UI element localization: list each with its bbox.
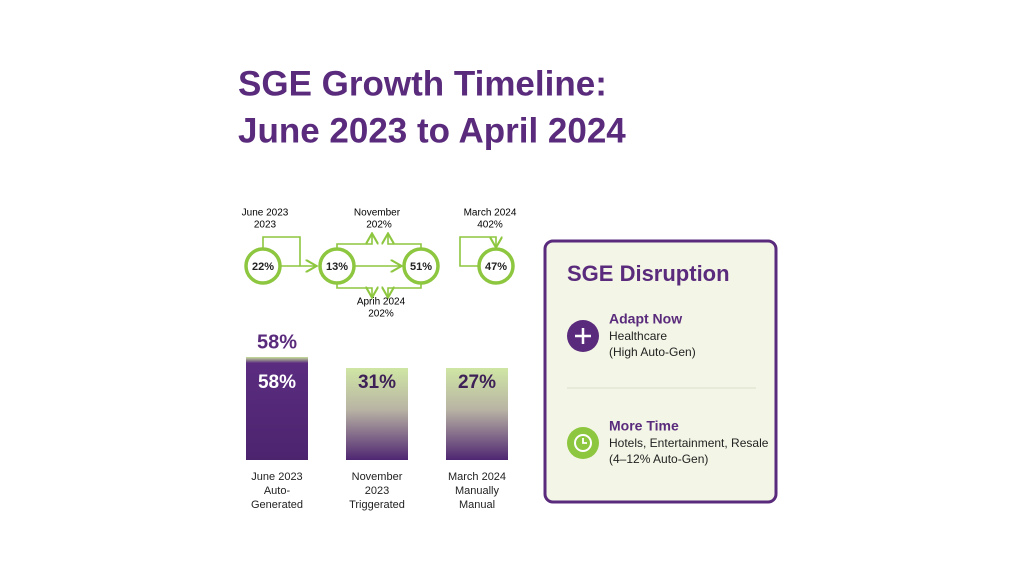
timeline-node-label: 47% — [485, 261, 507, 273]
timeline-node — [477, 247, 515, 285]
timeline-node — [318, 247, 356, 285]
title-line: SGE Growth Timeline: — [238, 64, 607, 103]
bar — [446, 368, 508, 460]
timeline-label: June 2023 — [242, 208, 289, 219]
timeline-label: 202% — [368, 309, 394, 320]
bar — [346, 368, 408, 460]
timeline-label: March 2024 — [464, 208, 517, 219]
timeline-node-label: 22% — [252, 261, 274, 273]
bar-label: 27% — [458, 372, 496, 393]
card — [543, 239, 778, 504]
timeline-node — [244, 247, 282, 285]
timeline-node-label: 51% — [410, 261, 432, 273]
bar-caption: 2023 — [365, 485, 389, 497]
item-line: (High Auto-Gen) — [609, 345, 696, 359]
item-heading: More Time — [609, 418, 679, 434]
bar-label: 58% — [258, 372, 296, 393]
bar-caption: November — [352, 471, 403, 483]
plus-icon-glyph — [575, 328, 591, 344]
title-line: June 2023 to April 2024 — [238, 111, 626, 150]
timeline-label: Aprih 2024 — [357, 297, 406, 308]
bar-caption: Auto- — [264, 485, 291, 497]
bar-label: 31% — [358, 372, 396, 393]
bar — [246, 357, 308, 460]
timeline-label: November — [354, 208, 401, 219]
clock-icon-hands — [582, 438, 587, 444]
item-heading: Adapt Now — [609, 311, 682, 327]
timeline-connectors — [262, 235, 496, 296]
item-line: Healthcare — [609, 329, 667, 343]
timeline-label: 2023 — [254, 220, 277, 231]
timeline-node-label: 13% — [326, 261, 348, 273]
bar-caption: March 2024 — [448, 471, 506, 483]
timeline-label: 402% — [477, 220, 503, 231]
bar-caption: Manual — [459, 499, 495, 511]
clock-icon-face — [574, 434, 592, 452]
bar-caption: June 2023 — [251, 471, 302, 483]
item-line: Hotels, Entertainment, Resale — [609, 436, 769, 450]
bar-caption: Triggerated — [349, 499, 405, 511]
item-line: (4–12% Auto-Gen) — [609, 452, 708, 466]
bar-top-label: 58% — [257, 331, 297, 353]
timeline-node — [402, 247, 440, 285]
bar-caption: Generated — [251, 499, 303, 511]
card-title: SGE Disruption — [567, 261, 730, 286]
timeline-label: 202% — [366, 220, 392, 231]
bar-caption: Manually — [455, 485, 500, 497]
